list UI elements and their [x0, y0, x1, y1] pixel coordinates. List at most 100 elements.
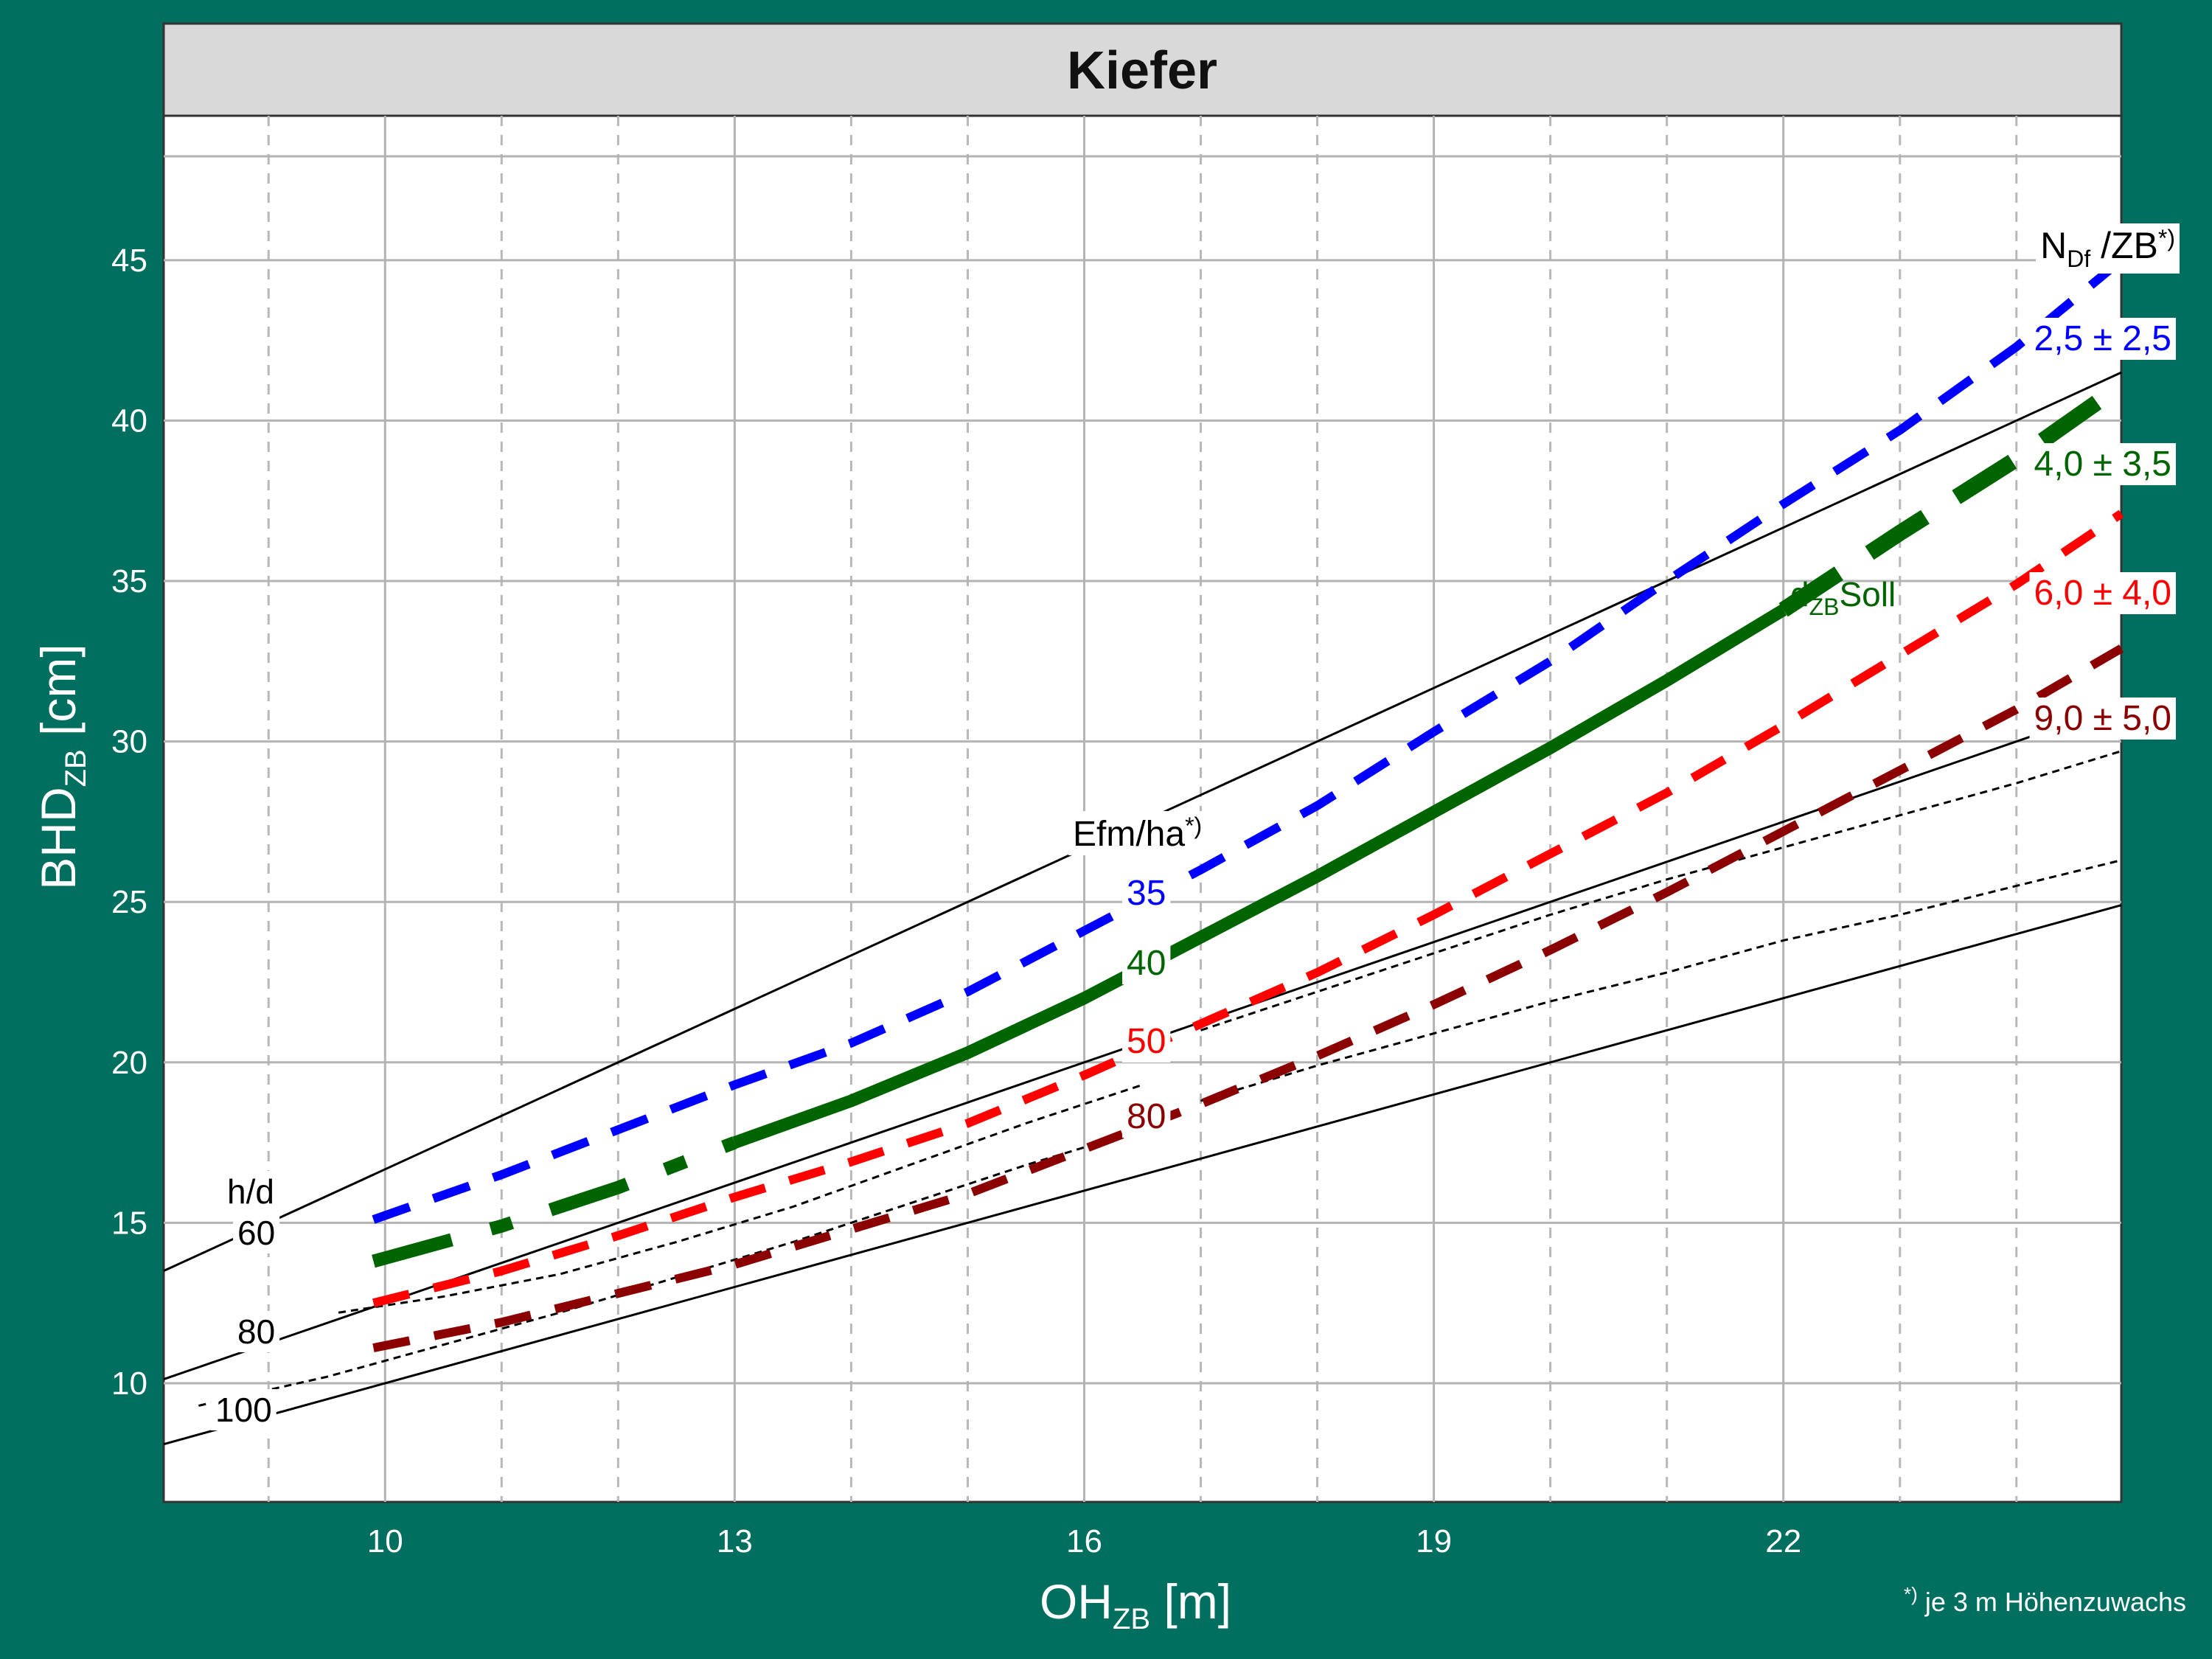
x-axis-title-unit: [m]	[1150, 1574, 1231, 1629]
efm-label-3-part: 80	[1127, 1097, 1166, 1136]
dzb-soll-label-part: Soll	[1839, 575, 1896, 613]
hd-label-60-part: 60	[237, 1214, 275, 1252]
efm-title-part: Efm/ha	[1073, 815, 1185, 854]
efm-label-1-bg	[1122, 942, 1171, 984]
dzb-soll-label-part: d	[1790, 575, 1809, 613]
efm-line-3	[1200, 859, 2122, 1102]
axis-ticks: 10 13 16 19 22 10 15 20 25 30 35 40 45	[111, 243, 1801, 1559]
efm-label-2-group: 50	[1122, 1020, 1171, 1062]
efm-label-1-part: 40	[1127, 944, 1166, 983]
legend-label-3-part: 9,0 ± 5,0	[2034, 699, 2171, 738]
hd-label-80-part: 80	[237, 1312, 275, 1351]
efm-label-2-part: 50	[1127, 1022, 1166, 1061]
hd-label-100-part: 100	[215, 1391, 272, 1429]
efm-title-part: *)	[1185, 813, 1202, 839]
series-line-0	[372, 257, 2124, 1224]
efm-label-3: 80	[1127, 1097, 1166, 1136]
legend-label-0-part: 2,5 ± 2,5	[2034, 319, 2171, 358]
legend-title-part: Df	[2067, 246, 2090, 272]
efm-label-0: 35	[1127, 874, 1166, 913]
title-bar	[162, 22, 2123, 117]
legend-label-0-group: 2,5 ± 2,5	[2029, 318, 2176, 360]
efm-label-3-bg	[1122, 1096, 1171, 1138]
legend-title-part: *)	[2158, 225, 2175, 251]
efm-label-0-bg	[1122, 872, 1171, 914]
dzb-soll-label-group: dZBSoll	[1790, 575, 1896, 620]
y-tick-label: 15	[111, 1205, 147, 1241]
legend-title-part: N	[2040, 225, 2067, 266]
hd-label-100: 100	[215, 1391, 272, 1429]
legend-label-2-group: 6,0 ± 4,0	[2029, 572, 2176, 614]
footnote-text: je 3 m Höhenzuwachs	[1918, 1587, 2186, 1617]
efm-title-bg	[1068, 811, 1207, 855]
x-tick-label: 16	[1066, 1523, 1102, 1559]
legend-title-part: /ZB	[2090, 225, 2158, 266]
series-line-1	[732, 604, 1787, 1149]
legend-label-1-bg	[2029, 443, 2176, 485]
y-axis-title: BHDZB [cm]	[31, 644, 92, 889]
hd-label-60-group: 60	[233, 1212, 280, 1253]
hd-label-80-bg	[233, 1311, 280, 1352]
y-tick-label: 30	[111, 724, 147, 760]
legend-label-2-part: 6,0 ± 4,0	[2034, 574, 2171, 613]
y-tick-label: 20	[111, 1045, 147, 1081]
efm-line-1	[1200, 750, 2122, 1032]
hd-label-60: 60	[237, 1214, 275, 1252]
y-tick-label: 35	[111, 563, 147, 599]
y-axis-title-unit: [cm]	[31, 644, 86, 749]
legend-label-0: 2,5 ± 2,5	[2034, 319, 2171, 358]
dzb-soll-label: dZBSoll	[1790, 575, 1896, 620]
plot-frame	[162, 22, 2123, 1503]
series-line-2	[372, 509, 2124, 1308]
legend-label-1-group: 4,0 ± 3,5	[2029, 443, 2176, 485]
hd-title-part: h/d	[227, 1172, 274, 1211]
legend-label-1-part: 4,0 ± 3,5	[2034, 445, 2171, 484]
efm-line-0	[338, 1083, 1143, 1314]
hd-label-80-group: 80	[233, 1311, 280, 1352]
legend-title-group: NDf /ZB*)	[2036, 223, 2180, 274]
efm-label-0-group: 35	[1122, 872, 1171, 914]
hd-label-60-bg	[233, 1212, 280, 1253]
dzb-soll-label-part: ZB	[1809, 594, 1840, 620]
efm-title-group: Efm/ha*)	[1068, 811, 1207, 855]
y-tick-label: 25	[111, 884, 147, 920]
legend-label-0-bg	[2029, 318, 2176, 360]
x-axis-title-sub: ZB	[1113, 1603, 1150, 1635]
series-line-3	[372, 644, 2124, 1352]
footnote-sup: *)	[1904, 1583, 1918, 1605]
y-tick-label: 45	[111, 243, 147, 279]
footnote: *) je 3 m Höhenzuwachs	[1904, 1583, 2186, 1617]
y-tick-label: 10	[111, 1366, 147, 1402]
x-tick-label: 19	[1416, 1523, 1452, 1559]
efm-label-1: 40	[1127, 944, 1166, 983]
chart-labels: NDf /ZB*)2,5 ± 2,54,0 ± 3,56,0 ± 4,09,0 …	[211, 223, 2180, 1430]
legend-label-2-bg	[2029, 572, 2176, 614]
efm-label-2-bg	[1122, 1020, 1171, 1062]
legend-label-2: 6,0 ± 4,0	[2034, 574, 2171, 613]
x-axis-title-main: OH	[1040, 1574, 1113, 1629]
efm-label-1-group: 40	[1122, 942, 1171, 984]
chart-title: Kiefer	[1067, 41, 1217, 100]
efm-label-2: 50	[1127, 1022, 1166, 1061]
legend-label-3-bg	[2029, 698, 2176, 740]
efm-label-3-group: 80	[1122, 1096, 1171, 1138]
grid	[164, 116, 2121, 1502]
x-tick-label: 10	[367, 1523, 403, 1559]
hd-label-80: 80	[237, 1312, 275, 1351]
hd-title-bg	[223, 1171, 279, 1212]
legend-label-3: 9,0 ± 5,0	[2034, 699, 2171, 738]
x-tick-label: 22	[1765, 1523, 1801, 1559]
series-line-1-end	[1778, 378, 2126, 617]
series-line-1-start	[372, 1136, 737, 1268]
y-tick-label: 40	[111, 403, 147, 439]
efm-label-0-part: 35	[1127, 874, 1166, 913]
hd-line-100	[163, 904, 2122, 1446]
hd-label-100-group: 100	[211, 1389, 276, 1430]
x-axis-title: OHZB [m]	[1040, 1574, 1231, 1635]
y-axis-title-main: BHD	[31, 787, 86, 889]
hd-title-group: h/d	[223, 1171, 279, 1212]
hd-label-100-bg	[211, 1389, 276, 1430]
efm-title: Efm/ha*)	[1073, 813, 1202, 854]
legend-label-3-group: 9,0 ± 5,0	[2029, 698, 2176, 740]
